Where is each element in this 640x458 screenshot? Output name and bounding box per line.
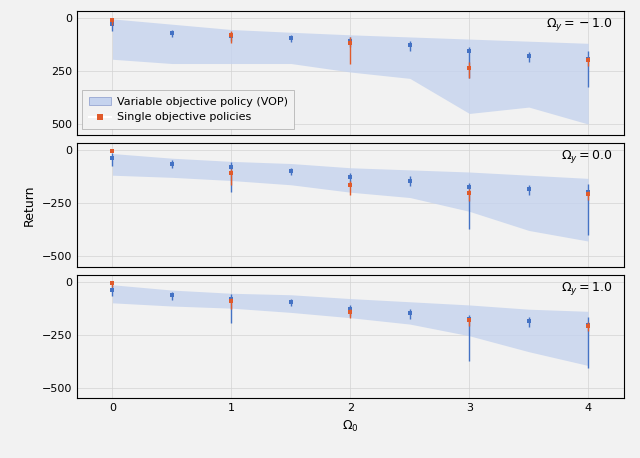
- Text: $\Omega_y = 0.0$: $\Omega_y = 0.0$: [561, 148, 613, 165]
- Legend: Variable objective policy (VOP), Single objective policies: Variable objective policy (VOP), Single …: [83, 90, 294, 129]
- Text: $\Omega_y = 1.0$: $\Omega_y = 1.0$: [561, 280, 613, 297]
- X-axis label: $\Omega_0$: $\Omega_0$: [342, 419, 359, 434]
- Y-axis label: Return: Return: [23, 184, 36, 226]
- Text: $\Omega_y = -1.0$: $\Omega_y = -1.0$: [546, 16, 613, 33]
